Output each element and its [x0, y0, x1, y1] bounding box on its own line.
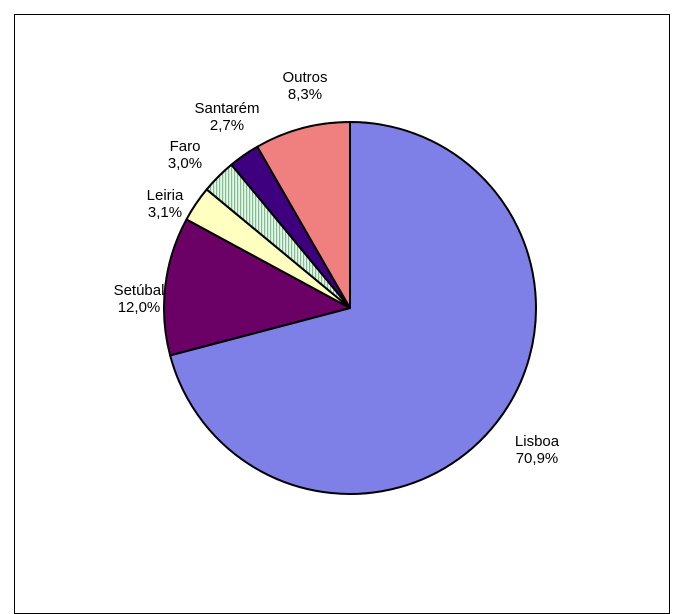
- slice-label-lisboa: Lisboa: [515, 433, 560, 450]
- slice-value-santarem: 2,7%: [210, 117, 244, 134]
- slice-label-setubal: Setúbal: [114, 282, 165, 299]
- pie-slice-lisboa: [169, 121, 537, 495]
- slice-value-outros: 8,3%: [288, 86, 322, 103]
- slice-value-setubal: 12,0%: [118, 299, 161, 316]
- pie-slice-outros: [256, 121, 351, 309]
- slice-label-outros: Outros: [282, 69, 327, 86]
- slice-value-leiria: 3,1%: [148, 204, 182, 221]
- slice-value-faro: 3,0%: [168, 155, 202, 172]
- slice-label-leiria: Leiria: [147, 187, 184, 204]
- chart-frame: Lisboa 70,9% Setúbal 12,0% Leiria 3,1% Faro 3,0…: [14, 14, 670, 614]
- pie-slice-setubal: [163, 218, 351, 357]
- slice-label-faro: Faro: [170, 138, 201, 155]
- slice-label-santarem: Santarém: [194, 100, 259, 117]
- pie-slices: [163, 121, 537, 495]
- slice-value-lisboa: 70,9%: [516, 450, 559, 467]
